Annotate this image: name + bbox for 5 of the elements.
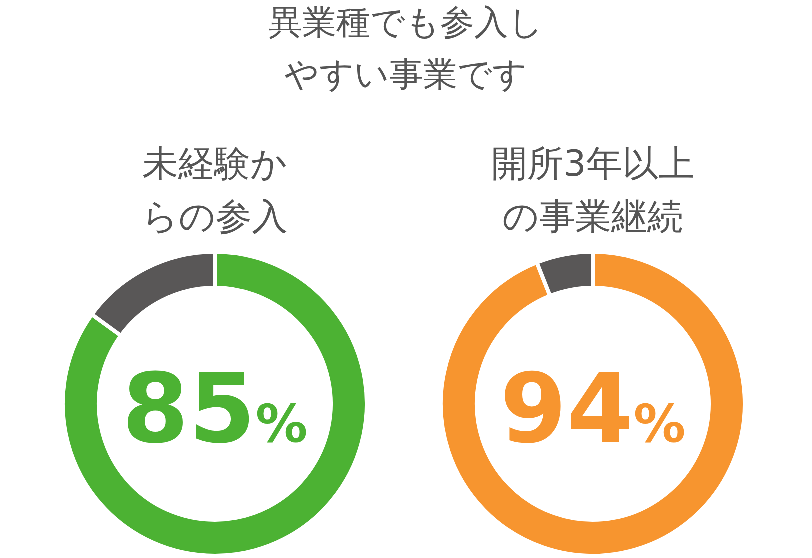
- data-label: 94%: [500, 353, 686, 465]
- chart-title: 未経験からの参入: [142, 144, 288, 238]
- chart-title: 開所3年以上の事業継続: [492, 144, 694, 238]
- data-label: 85%: [122, 353, 308, 465]
- text: 異業種でも参入しやすい事業です: [268, 3, 544, 95]
